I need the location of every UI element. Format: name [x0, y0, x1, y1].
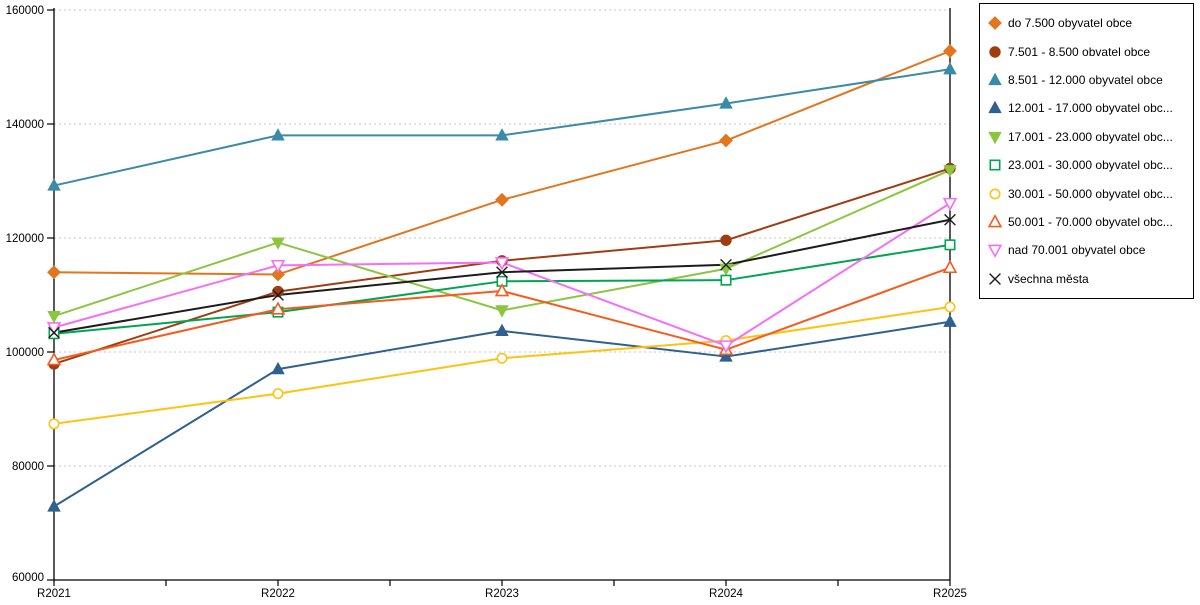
data-point-marker [47, 499, 61, 512]
legend-item-label: nad 70.001 obyvatel obce [1008, 243, 1146, 258]
legend-item: 23.001 - 30.000 obyvatel obc... [980, 151, 1193, 179]
data-point-marker [988, 72, 1002, 86]
y-axis-tick-label: 140000 [6, 119, 44, 131]
data-point-marker [989, 159, 1001, 171]
triangle-up-legend-icon [987, 214, 1003, 228]
data-point-marker [944, 301, 956, 313]
legend-item-label: do 7.500 obyvatel obce [1008, 16, 1133, 31]
data-point-marker [720, 258, 732, 271]
circle-legend-icon [989, 188, 1001, 200]
legend-item: 7.501 - 8.500 obvatel obce [980, 37, 1193, 65]
data-point-marker [944, 213, 956, 226]
data-point-marker [989, 45, 1001, 58]
data-point-marker [943, 165, 957, 178]
x-axis-tick-label: R2024 [709, 588, 743, 600]
triangle-down-legend-icon [987, 244, 1003, 259]
legend-item-label: 17.001 - 23.000 obyvatel obc... [1008, 129, 1173, 144]
data-point-marker [495, 305, 509, 318]
data-point-marker [719, 133, 733, 148]
triangle-up-legend-icon [988, 101, 1002, 114]
series-line [53, 68, 951, 187]
series-line [53, 320, 951, 508]
y-axis-tick-label: 60000 [12, 572, 44, 584]
x-axis-tick-label: R2022 [261, 588, 295, 600]
legend: do 7.500 obyvatel obce 7.501 - 8.500 obva… [979, 3, 1194, 299]
data-point-marker [48, 326, 60, 339]
x-axis-tick-label: R2025 [933, 588, 967, 600]
data-point-marker [943, 62, 957, 75]
data-point-marker [494, 257, 510, 271]
data-point-marker [943, 314, 957, 327]
circle-legend-icon [989, 45, 1001, 58]
data-point-marker [496, 266, 508, 279]
legend-item: 30.001 - 50.000 obyvatel obc... [980, 179, 1193, 207]
data-point-marker [496, 352, 508, 364]
y-axis-tick-label: 120000 [6, 233, 44, 245]
data-point-marker [272, 388, 284, 400]
legend-item: 12.001 - 17.000 obyvatel obc... [980, 94, 1193, 122]
data-point-marker [944, 239, 956, 251]
data-point-marker [47, 265, 61, 280]
data-point-marker [271, 237, 285, 250]
legend-item: všechna města [980, 265, 1193, 293]
data-point-marker [495, 128, 509, 141]
y-axis-tick-label: 160000 [6, 5, 44, 17]
data-point-marker [272, 285, 284, 298]
data-point-marker [270, 259, 286, 274]
data-point-marker [494, 283, 510, 297]
x-legend-icon [989, 272, 1001, 285]
data-point-marker [989, 188, 1001, 200]
legend-item: nad 70.001 obyvatel obce [980, 236, 1193, 264]
legend-item-label: 7.501 - 8.500 obvatel obce [1008, 44, 1151, 59]
data-point-marker [942, 259, 958, 274]
y-axis-tick-label: 80000 [12, 461, 44, 473]
x-axis-tick-label: R2023 [485, 588, 519, 600]
data-point-marker [46, 352, 62, 366]
legend-item: 50.001 - 70.000 obyvatel obc... [980, 208, 1193, 236]
data-point-marker [943, 44, 957, 58]
y-axis-tick-label: 100000 [6, 347, 44, 359]
data-point-marker [271, 128, 285, 141]
data-point-marker [719, 349, 733, 362]
data-point-marker [271, 267, 285, 282]
triangle-up-legend-icon [988, 72, 1002, 86]
data-point-marker [989, 272, 1001, 285]
data-point-marker [271, 361, 285, 375]
data-point-marker [942, 197, 958, 212]
legend-item: 17.001 - 23.000 obyvatel obc... [980, 123, 1193, 151]
triangle-down-legend-icon [988, 131, 1002, 144]
legend-item-label: všechna města [1008, 271, 1089, 286]
x-axis-tick-label: R2021 [37, 588, 71, 600]
data-point-marker [720, 274, 732, 286]
data-point-marker [719, 96, 733, 109]
diamond-legend-icon [988, 16, 1002, 31]
data-point-marker [47, 310, 61, 324]
data-point-marker [270, 301, 286, 315]
legend-item-label: 30.001 - 50.000 obyvatel obc... [1008, 186, 1173, 201]
series-line [53, 50, 951, 276]
legend-item-label: 50.001 - 70.000 obyvatel obc... [1008, 214, 1173, 229]
data-point-marker [988, 131, 1002, 144]
data-point-marker [47, 178, 61, 191]
data-point-marker [720, 234, 732, 246]
data-point-marker [988, 16, 1002, 31]
legend-item-label: 12.001 - 17.000 obyvatel obc... [1008, 101, 1173, 116]
data-point-marker [495, 323, 509, 337]
data-point-marker [987, 214, 1003, 228]
legend-item: 8.501 - 12.000 obyvatel obce [980, 66, 1193, 94]
square-legend-icon [989, 159, 1001, 171]
legend-item-label: 8.501 - 12.000 obyvatel obce [1008, 72, 1163, 87]
legend-item-label: 23.001 - 30.000 obyvatel obc... [1008, 158, 1173, 173]
legend-item: do 7.500 obyvatel obce [980, 9, 1193, 37]
data-point-marker [48, 418, 60, 430]
data-point-marker [718, 340, 734, 354]
data-point-marker [495, 192, 509, 207]
data-point-marker [272, 289, 284, 301]
data-point-marker [46, 322, 62, 336]
data-point-marker [987, 244, 1003, 259]
data-point-marker [988, 101, 1002, 114]
